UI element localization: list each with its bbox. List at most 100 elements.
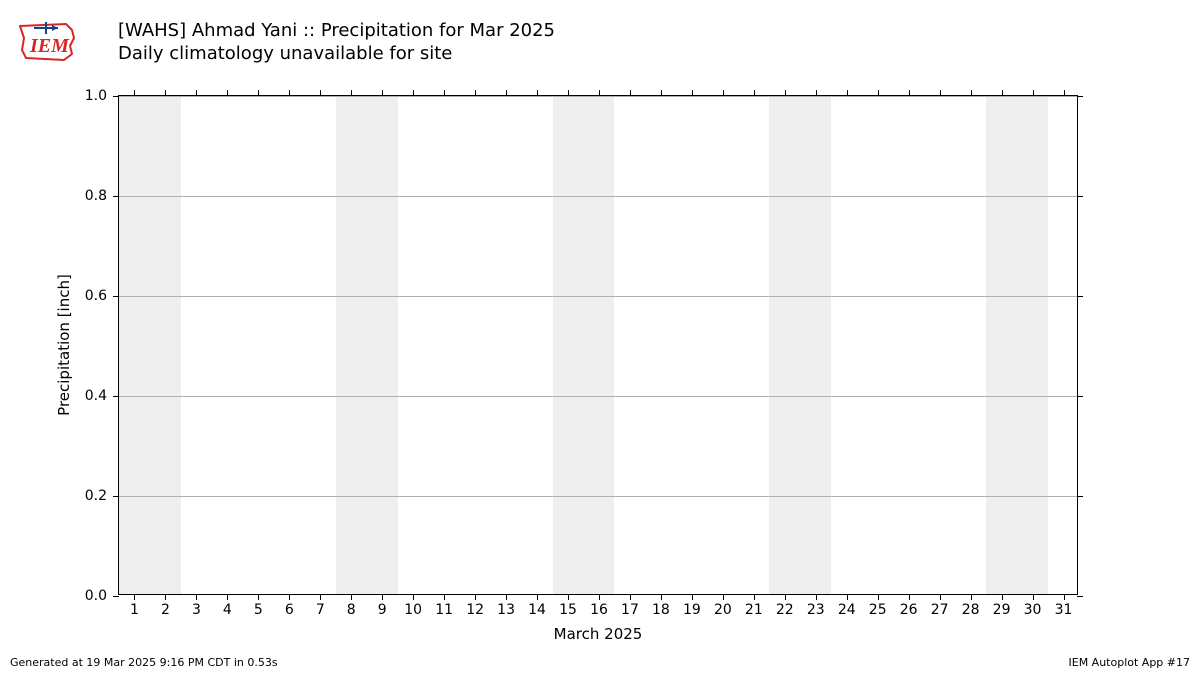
- gridline: [119, 196, 1077, 197]
- x-tick: [289, 594, 290, 600]
- x-tick: [816, 90, 817, 96]
- x-tick: [568, 594, 569, 600]
- x-tick: [847, 594, 848, 600]
- x-tick: [754, 90, 755, 96]
- x-tick-label: 7: [316, 602, 325, 618]
- x-tick: [878, 90, 879, 96]
- x-tick-label: 17: [621, 602, 639, 618]
- y-tick: [113, 296, 119, 297]
- weekend-band: [553, 96, 615, 594]
- x-tick: [630, 90, 631, 96]
- x-tick: [1002, 90, 1003, 96]
- x-tick-label: 10: [404, 602, 422, 618]
- x-tick: [258, 90, 259, 96]
- x-tick: [692, 90, 693, 96]
- x-tick: [320, 594, 321, 600]
- x-tick-label: 31: [1055, 602, 1073, 618]
- y-tick-label: 0.2: [85, 488, 107, 504]
- weekend-band: [119, 96, 181, 594]
- x-tick: [1002, 594, 1003, 600]
- x-tick: [382, 90, 383, 96]
- gridline: [119, 296, 1077, 297]
- x-tick: [661, 594, 662, 600]
- x-tick: [630, 594, 631, 600]
- y-tick-label: 0.0: [85, 588, 107, 604]
- y-tick: [113, 96, 119, 97]
- footer-generated-text: Generated at 19 Mar 2025 9:16 PM CDT in …: [10, 656, 278, 669]
- weekend-band: [336, 96, 398, 594]
- plot-area: 0.00.20.40.60.81.01234567891011121314151…: [118, 95, 1078, 595]
- x-tick: [444, 594, 445, 600]
- x-tick-label: 20: [714, 602, 732, 618]
- weekend-band: [986, 96, 1048, 594]
- x-tick: [1064, 90, 1065, 96]
- figure-canvas: IEM [WAHS] Ahmad Yani :: Precipitation f…: [0, 0, 1200, 675]
- x-tick-label: 2: [161, 602, 170, 618]
- x-tick-label: 25: [869, 602, 887, 618]
- x-axis-label: March 2025: [554, 625, 643, 643]
- x-tick: [134, 90, 135, 96]
- x-tick: [971, 594, 972, 600]
- y-tick: [1077, 296, 1083, 297]
- x-tick: [320, 90, 321, 96]
- x-tick: [692, 594, 693, 600]
- y-tick: [113, 396, 119, 397]
- x-tick: [568, 90, 569, 96]
- y-tick: [1077, 396, 1083, 397]
- x-tick: [506, 90, 507, 96]
- x-tick: [785, 90, 786, 96]
- x-tick: [227, 594, 228, 600]
- x-tick: [785, 594, 786, 600]
- x-tick: [599, 90, 600, 96]
- x-tick-label: 16: [590, 602, 608, 618]
- x-tick: [165, 90, 166, 96]
- x-tick: [816, 594, 817, 600]
- x-tick-label: 21: [745, 602, 763, 618]
- x-tick: [971, 90, 972, 96]
- x-tick: [537, 90, 538, 96]
- y-tick: [1077, 596, 1083, 597]
- x-tick: [413, 90, 414, 96]
- x-tick: [351, 90, 352, 96]
- gridline: [119, 496, 1077, 497]
- x-tick-label: 3: [192, 602, 201, 618]
- y-tick: [1077, 496, 1083, 497]
- x-tick-label: 19: [683, 602, 701, 618]
- x-tick: [1033, 90, 1034, 96]
- x-tick: [909, 594, 910, 600]
- x-tick: [878, 594, 879, 600]
- x-tick: [134, 594, 135, 600]
- x-tick-label: 1: [130, 602, 139, 618]
- x-tick-label: 13: [497, 602, 515, 618]
- x-tick-label: 8: [347, 602, 356, 618]
- x-tick: [475, 594, 476, 600]
- y-tick: [1077, 96, 1083, 97]
- x-tick: [227, 90, 228, 96]
- x-tick: [940, 90, 941, 96]
- x-tick: [661, 90, 662, 96]
- y-tick-label: 0.8: [85, 188, 107, 204]
- gridline: [119, 96, 1077, 97]
- x-tick-label: 14: [528, 602, 546, 618]
- y-tick: [113, 596, 119, 597]
- x-tick-label: 6: [285, 602, 294, 618]
- gridline: [119, 396, 1077, 397]
- x-tick-label: 11: [435, 602, 453, 618]
- x-tick-label: 18: [652, 602, 670, 618]
- chart-title-line2: Daily climatology unavailable for site: [118, 43, 555, 66]
- x-tick: [537, 594, 538, 600]
- y-axis-label: Precipitation [inch]: [55, 274, 73, 416]
- x-tick: [723, 90, 724, 96]
- y-tick: [113, 496, 119, 497]
- weekend-band: [769, 96, 831, 594]
- x-tick-label: 15: [559, 602, 577, 618]
- x-tick-label: 24: [838, 602, 856, 618]
- x-tick-label: 22: [776, 602, 794, 618]
- x-tick: [506, 594, 507, 600]
- x-tick-label: 23: [807, 602, 825, 618]
- x-tick: [909, 90, 910, 96]
- x-tick: [940, 594, 941, 600]
- iem-logo: IEM: [14, 18, 84, 68]
- x-tick: [258, 594, 259, 600]
- x-tick-label: 9: [378, 602, 387, 618]
